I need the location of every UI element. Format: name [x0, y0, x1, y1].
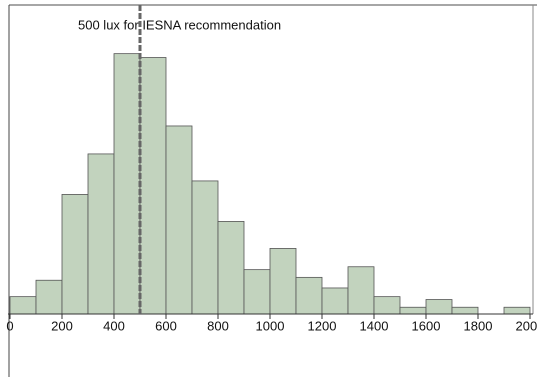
bar [425, 299, 453, 315]
bar [347, 266, 375, 315]
bar [373, 296, 401, 315]
bar [269, 248, 297, 315]
bar [35, 279, 63, 315]
x-tick-label: 1400 [360, 318, 389, 333]
bar [61, 194, 89, 315]
x-tick-label: 200 [51, 318, 73, 333]
x-tick-label: 1000 [256, 318, 285, 333]
bar [295, 276, 323, 315]
x-tick-label: 1800 [464, 318, 493, 333]
x-tick-label: 800 [207, 318, 229, 333]
bar [139, 57, 167, 315]
x-tick-label: 400 [103, 318, 125, 333]
bar [503, 306, 531, 315]
bar [451, 306, 479, 315]
bar [113, 53, 141, 315]
x-tick-label: 2000 [516, 318, 537, 333]
bar [191, 180, 219, 315]
x-tick-label: 1600 [412, 318, 441, 333]
bar [399, 306, 427, 315]
x-tick-label: 1200 [308, 318, 337, 333]
annotation: 500 lux for IESNA recommendation [78, 17, 281, 32]
bar [217, 221, 245, 315]
bar [321, 287, 349, 315]
bar [9, 296, 37, 315]
x-tick-label: 0 [6, 318, 13, 333]
bar [87, 153, 115, 315]
x-tick-label: 600 [155, 318, 177, 333]
bar [243, 269, 271, 315]
bar [165, 125, 193, 315]
